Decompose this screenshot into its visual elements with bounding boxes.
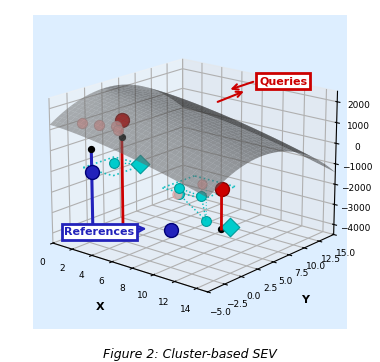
Text: Figure 2: Cluster-based SEV: Figure 2: Cluster-based SEV — [103, 348, 277, 361]
Text: References: References — [65, 227, 135, 237]
X-axis label: X: X — [96, 302, 105, 312]
Y-axis label: Y: Y — [301, 295, 309, 305]
Text: Queries: Queries — [259, 76, 307, 86]
